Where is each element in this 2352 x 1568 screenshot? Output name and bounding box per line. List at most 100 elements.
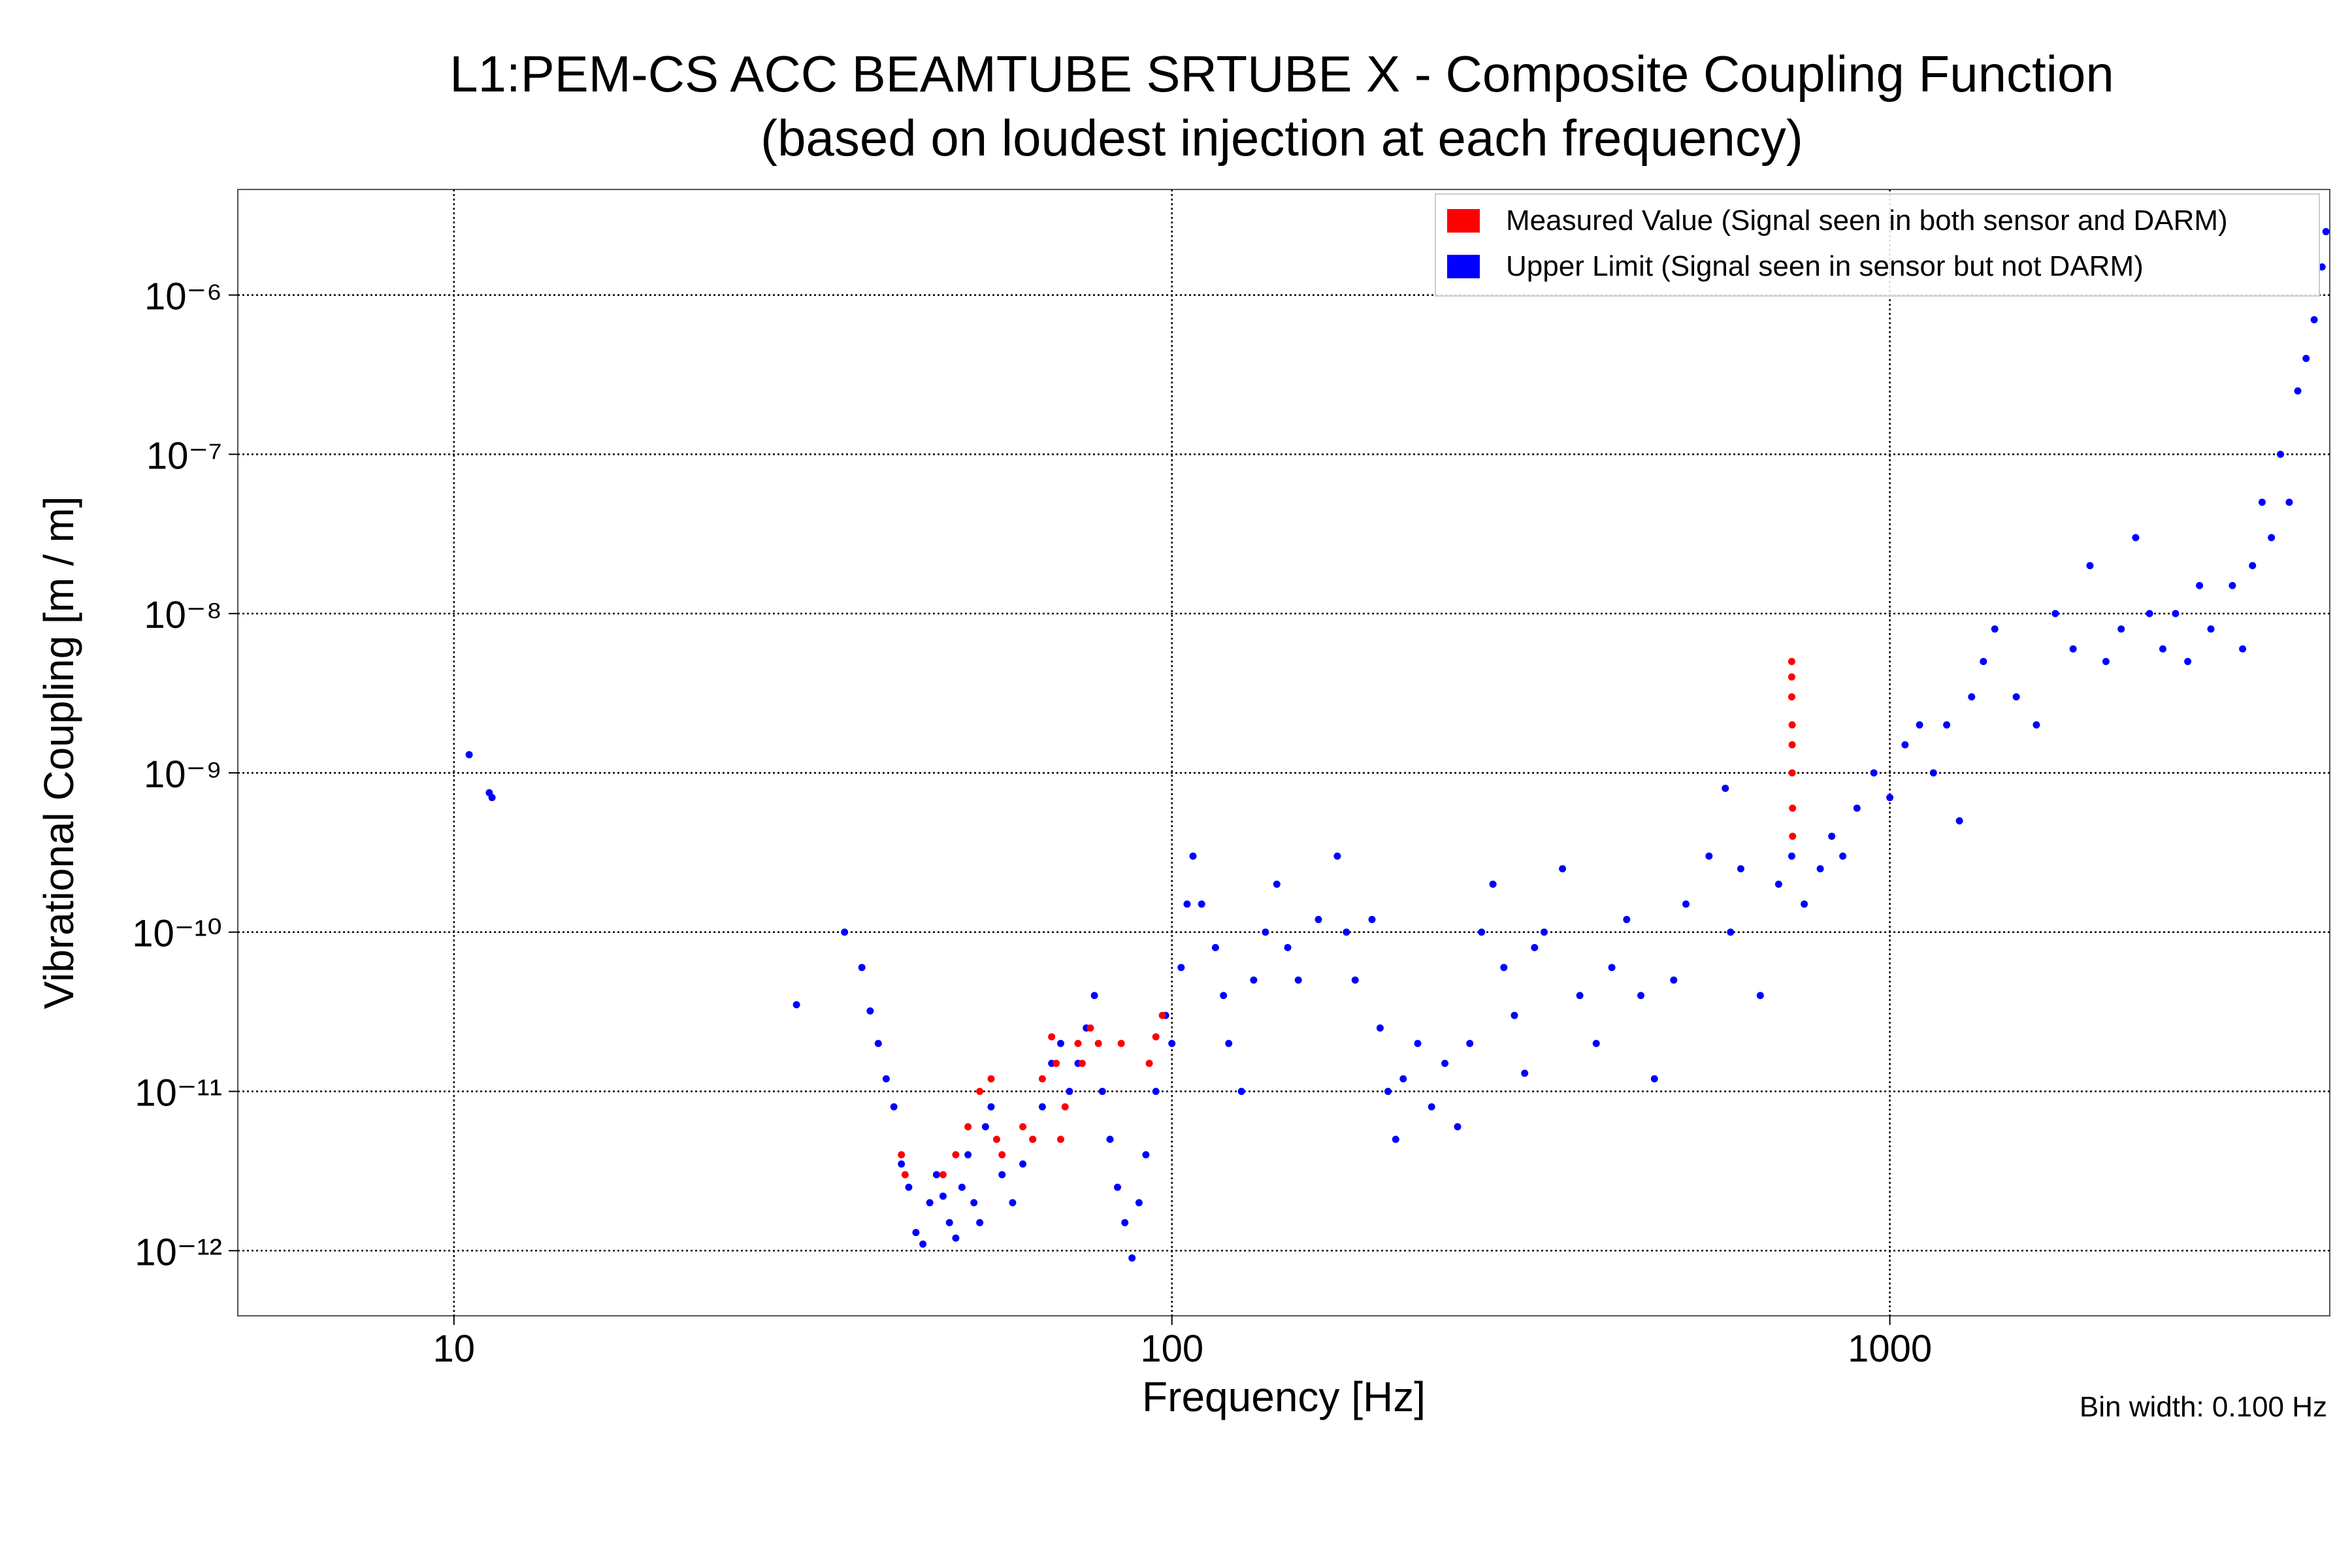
point [2184, 658, 2192, 666]
point [1816, 865, 1824, 873]
point [1098, 1088, 1106, 1096]
point [1441, 1060, 1449, 1068]
point [1333, 852, 1341, 860]
point [976, 1088, 984, 1096]
point [1225, 1039, 1233, 1047]
point [1559, 865, 1567, 873]
point [2276, 450, 2284, 458]
point [1392, 1135, 1399, 1143]
point [1056, 1039, 1064, 1047]
point [2258, 498, 2266, 506]
point [1886, 794, 1894, 802]
y-tick-label: 10⁻¹² [135, 1231, 222, 1273]
point [1066, 1088, 1073, 1096]
point [2051, 610, 2059, 617]
point [1576, 992, 1584, 1000]
point [1478, 928, 1486, 936]
point [1650, 1075, 1658, 1083]
point [2322, 228, 2330, 236]
point [1788, 673, 1795, 681]
point [998, 1171, 1006, 1179]
point [1086, 1024, 1094, 1032]
point [1500, 964, 1508, 972]
x-tick-label: 10 [433, 1328, 476, 1370]
point [912, 1229, 920, 1237]
point [2132, 534, 2140, 542]
point [932, 1171, 940, 1179]
point [1608, 964, 1616, 972]
point [987, 1103, 995, 1111]
point [1250, 976, 1258, 984]
y-axis-label: Vibrational Coupling [m / m] [35, 497, 82, 1009]
point [890, 1103, 898, 1111]
point [1019, 1123, 1027, 1131]
point [1053, 1060, 1060, 1068]
point [1048, 1033, 1056, 1041]
point [1038, 1075, 1046, 1083]
point [1839, 852, 1847, 860]
point [1722, 785, 1729, 792]
point [1177, 964, 1185, 972]
point [1152, 1033, 1160, 1041]
point [1428, 1103, 1435, 1111]
point [2268, 534, 2276, 542]
point [898, 1151, 906, 1159]
point [905, 1183, 913, 1191]
y-tick-label: 10⁻⁷ [146, 434, 222, 477]
point [1623, 915, 1631, 923]
point [901, 1171, 909, 1179]
y-tick-label: 10⁻⁶ [144, 276, 222, 318]
point [964, 1123, 972, 1131]
point [465, 751, 473, 759]
point [488, 794, 496, 802]
point [1351, 976, 1359, 984]
point [2033, 721, 2040, 729]
point [1158, 1011, 1166, 1019]
point [1454, 1123, 1462, 1131]
point [1237, 1088, 1245, 1096]
point [981, 1123, 989, 1131]
point [919, 1240, 927, 1248]
point [1094, 1039, 1102, 1047]
point [1009, 1199, 1017, 1207]
point [1029, 1135, 1037, 1143]
point [1801, 900, 1808, 908]
point [1168, 1039, 1176, 1047]
point [1788, 721, 1796, 729]
point [1727, 928, 1735, 936]
point [1870, 769, 1878, 777]
point [998, 1151, 1006, 1159]
y-tick-label: 10⁻⁸ [144, 594, 222, 636]
point [1788, 658, 1795, 666]
point [976, 1218, 984, 1226]
annotation: Bin width: 0.100 Hz [2080, 1391, 2327, 1423]
point [2172, 610, 2180, 617]
point [1511, 1011, 1518, 1019]
point [958, 1183, 966, 1191]
point [1756, 992, 1764, 1000]
point [874, 1039, 882, 1047]
point [1090, 992, 1098, 1000]
point [2294, 387, 2302, 395]
point [2069, 645, 2077, 653]
point [2229, 581, 2236, 589]
point [1399, 1075, 1407, 1083]
point [841, 928, 849, 936]
point [1682, 900, 1690, 908]
point [1901, 741, 1909, 749]
point [1929, 769, 1937, 777]
point [858, 964, 866, 972]
points [465, 228, 2330, 1262]
point [2086, 562, 2094, 570]
point [1142, 1151, 1150, 1159]
point [1789, 804, 1797, 812]
point [2249, 562, 2257, 570]
chart-title: L1:PEM-CS ACC BEAMTUBE SRTUBE X - Compos… [449, 45, 2114, 103]
y-tick-label: 10⁻⁹ [144, 753, 222, 796]
point [1019, 1160, 1027, 1168]
point [987, 1075, 995, 1083]
point [1121, 1218, 1129, 1226]
x-axis-label: Frequency [Hz] [1142, 1373, 1426, 1420]
point [1788, 769, 1796, 777]
